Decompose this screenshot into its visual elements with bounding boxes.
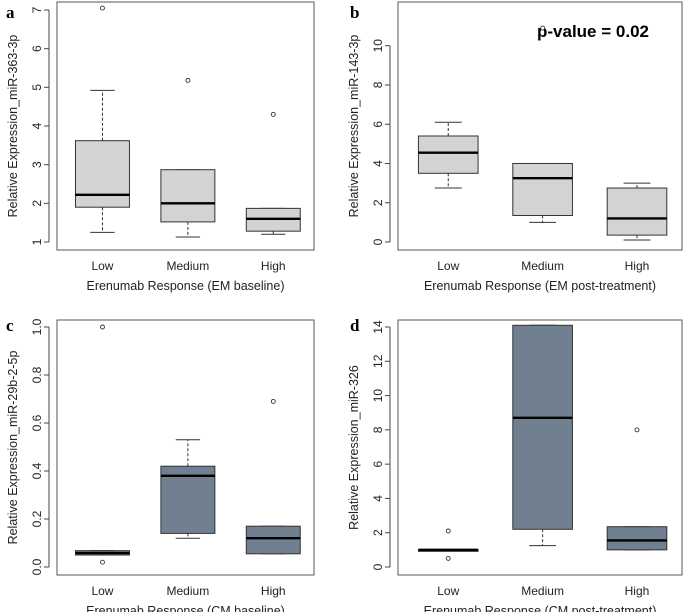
y-tick-label: 1 <box>30 238 44 245</box>
x-tick-label: Medium <box>521 584 564 598</box>
box-low <box>74 5 130 233</box>
x-axis-title: Erenumab Response (EM post-treatment) <box>424 279 656 293</box>
box-iqr <box>512 324 573 530</box>
x-tick-label: Low <box>91 259 113 273</box>
y-axis-title: Relative Expression_miR-143-3p <box>347 35 361 218</box>
panel-letter: c <box>6 316 14 335</box>
panel-b: b 0 2 4 6 8 10 Relative Expression_miR-143-3p Lo… <box>347 1 683 293</box>
box-iqr <box>606 526 668 551</box>
y-tick-label: 8 <box>371 426 385 433</box>
box-medium <box>512 25 573 223</box>
outlier-point <box>445 555 451 561</box>
box-high <box>606 182 668 241</box>
y-tick-label: 10 <box>371 39 385 53</box>
panel-letter: b <box>350 3 359 22</box>
box-low <box>417 121 479 189</box>
x-tick-label: High <box>261 584 286 598</box>
y-axis: 0.0 0.2 0.4 0.6 0.8 1.0 <box>30 318 50 575</box>
outlier-point <box>100 5 105 11</box>
y-tick-label: 4 <box>30 122 44 129</box>
plot-frame <box>56 1 315 251</box>
x-tick-label: Medium <box>167 259 210 273</box>
box-high <box>606 427 668 551</box>
box-iqr <box>417 135 479 174</box>
x-tick-label: Medium <box>521 259 564 273</box>
y-tick-label: 0 <box>371 563 385 570</box>
x-axis-title: Erenumab Response (EM baseline) <box>86 279 284 293</box>
y-tick-label: 14 <box>371 320 385 334</box>
box-iqr <box>160 465 216 534</box>
panel-c: c 0.0 0.2 0.4 0.6 0.8 1.0 Relative Expression_m… <box>6 316 315 612</box>
x-tick-label: Medium <box>167 584 210 598</box>
x-tick-label: High <box>625 584 650 598</box>
y-tick-label: 2 <box>30 200 44 207</box>
panel-d: d 0 2 4 6 8 10 12 14 Relative Expression_miR-326 L… <box>347 316 683 612</box>
outlier-point <box>270 398 276 404</box>
x-tick-label: Low <box>437 259 459 273</box>
outlier-point <box>100 559 105 565</box>
p-value-annotation: p-value = 0.02 <box>537 22 649 41</box>
box-low <box>417 528 479 561</box>
outlier-point <box>185 77 191 83</box>
box-medium <box>160 77 216 238</box>
box-iqr <box>74 140 130 208</box>
outlier-point <box>634 427 640 433</box>
box-high <box>245 111 301 235</box>
y-tick-label: 4 <box>371 160 385 167</box>
y-axis: 0 2 4 6 8 10 12 14 <box>371 320 391 570</box>
plot-frame <box>56 319 315 576</box>
y-tick-label: 6 <box>30 45 44 52</box>
y-tick-label: 0.4 <box>30 462 44 479</box>
y-tick-label: 0.8 <box>30 366 44 383</box>
outlier-point <box>445 528 451 534</box>
y-axis: 1 2 3 4 5 6 7 <box>30 6 50 245</box>
box-iqr <box>245 525 301 555</box>
x-tick-label: High <box>625 259 650 273</box>
panel-letter: d <box>350 316 360 335</box>
outlier-point <box>540 25 546 31</box>
y-tick-label: 2 <box>371 529 385 536</box>
box-low <box>74 324 130 565</box>
plot-frame <box>397 319 683 576</box>
y-axis-title: Relative Expression_miR-29b-2-5p <box>6 351 20 545</box>
y-tick-label: 7 <box>30 6 44 13</box>
y-tick-label: 0.6 <box>30 414 44 431</box>
x-tick-label: Low <box>91 584 113 598</box>
y-tick-label: 2 <box>371 199 385 206</box>
y-axis-title: Relative Expression_miR-363-3p <box>6 35 20 218</box>
y-axis: 0 2 4 6 8 10 <box>371 39 391 245</box>
outlier-point <box>100 324 105 330</box>
panel-a: a 1 2 3 4 5 6 7 Relative Expression_miR-363-3p Lo… <box>6 1 315 293</box>
y-tick-label: 3 <box>30 161 44 168</box>
y-tick-label: 5 <box>30 84 44 91</box>
y-tick-label: 1.0 <box>30 318 44 335</box>
y-tick-label: 10 <box>371 389 385 403</box>
y-tick-label: 0.0 <box>30 558 44 575</box>
panel-letter: a <box>6 3 15 22</box>
box-medium <box>160 439 216 539</box>
x-axis-title: Erenumab Response (CM baseline) <box>86 604 285 612</box>
box-high <box>245 398 301 555</box>
outlier-point <box>270 111 276 117</box>
y-tick-label: 6 <box>371 460 385 467</box>
y-tick-label: 6 <box>371 121 385 128</box>
box-iqr <box>606 187 668 236</box>
y-tick-label: 0.2 <box>30 510 44 527</box>
box-iqr <box>160 169 216 223</box>
y-tick-label: 12 <box>371 354 385 368</box>
x-tick-label: High <box>261 259 286 273</box>
y-tick-label: 0 <box>371 238 385 245</box>
y-tick-label: 4 <box>371 495 385 502</box>
plot-frame <box>397 1 683 251</box>
y-tick-label: 8 <box>371 81 385 88</box>
box-medium <box>512 324 573 547</box>
box-iqr <box>512 162 573 216</box>
x-axis-title: Erenumab Response (CM post-treatment) <box>424 604 657 612</box>
y-axis-title: Relative Expression_miR-326 <box>347 365 361 530</box>
x-tick-label: Low <box>437 584 459 598</box>
